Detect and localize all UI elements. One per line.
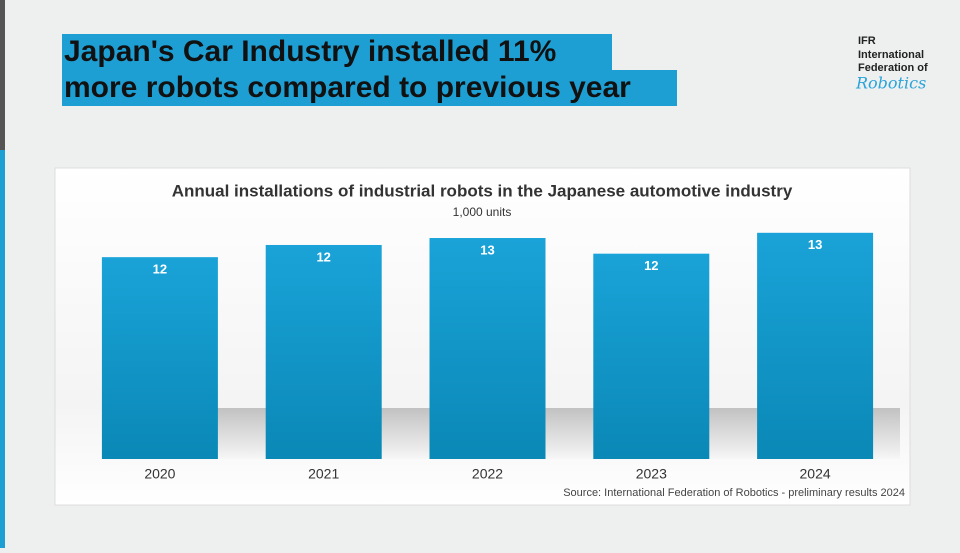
value-label: 13 xyxy=(480,242,494,257)
bar xyxy=(757,232,874,459)
title-highlight xyxy=(62,70,677,106)
accent-blue xyxy=(0,150,5,548)
value-label: 12 xyxy=(316,249,330,264)
slide-title: more robots compared to previous year xyxy=(64,71,631,104)
title-highlight xyxy=(62,34,612,71)
logo-script: Robotics xyxy=(855,74,926,93)
source: Source: International Federation of Robo… xyxy=(563,487,905,499)
value-label: 12 xyxy=(644,258,658,273)
bar xyxy=(265,244,382,459)
logo-text: International xyxy=(858,49,924,61)
x-tick-label: 2023 xyxy=(636,466,667,482)
bar xyxy=(593,253,710,459)
chart-subtitle: 1,000 units xyxy=(453,205,512,219)
logo-text: IFR xyxy=(858,35,876,47)
value-label: 13 xyxy=(808,237,822,252)
slide-title: Japan's Car Industry installed 11% xyxy=(64,35,556,68)
logo-text: Federation of xyxy=(858,62,928,74)
x-tick-label: 2022 xyxy=(472,466,503,482)
bar xyxy=(429,238,546,459)
accent-dark xyxy=(0,0,5,150)
bar xyxy=(101,257,218,459)
chart-title: Annual installations of industrial robot… xyxy=(172,181,793,200)
x-tick-label: 2024 xyxy=(800,466,831,482)
value-label: 12 xyxy=(153,262,167,277)
x-tick-label: 2021 xyxy=(308,466,339,482)
x-tick-label: 2020 xyxy=(144,466,175,482)
